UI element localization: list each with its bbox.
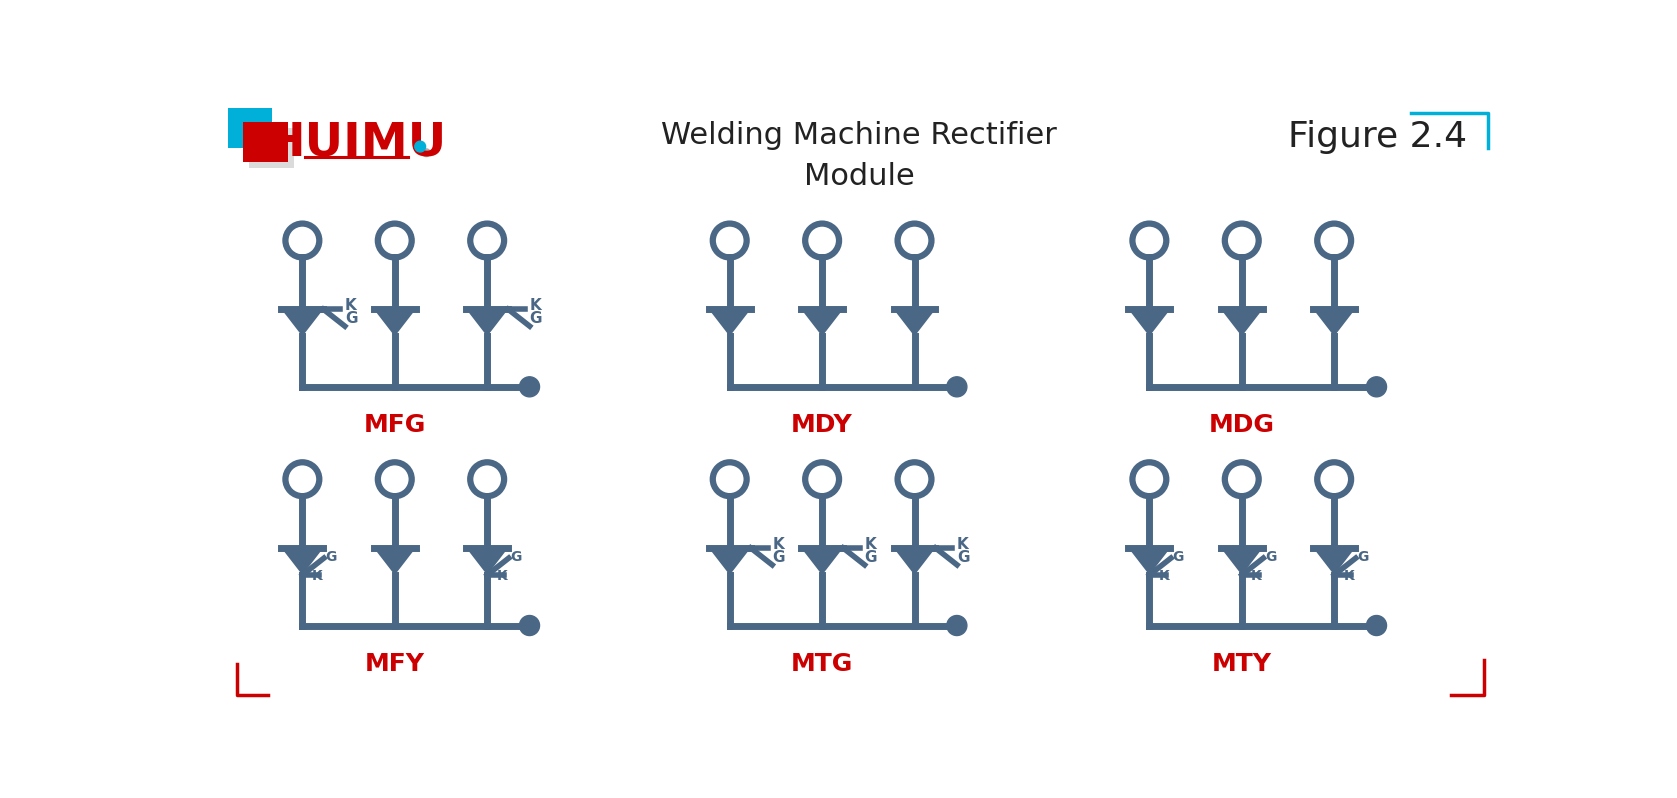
Text: Welding Machine Rectifier
Module: Welding Machine Rectifier Module [661,121,1057,191]
Text: K: K [345,298,357,313]
Text: G: G [1357,550,1368,564]
Circle shape [948,377,968,397]
Polygon shape [374,548,416,575]
Polygon shape [1129,548,1171,575]
Polygon shape [466,310,508,336]
Text: G: G [771,550,785,565]
Polygon shape [282,548,324,575]
Polygon shape [1313,548,1355,575]
Text: G: G [1172,550,1184,564]
Circle shape [1367,377,1387,397]
Circle shape [423,149,431,156]
Text: G: G [510,550,522,564]
Text: K: K [1251,569,1261,583]
Circle shape [520,615,540,635]
Text: G: G [958,550,969,565]
Text: G: G [865,550,877,565]
Text: MTY: MTY [1212,652,1271,676]
FancyBboxPatch shape [243,122,288,162]
Text: G: G [345,311,357,326]
Circle shape [520,377,540,397]
Text: K: K [312,569,322,583]
Polygon shape [374,310,416,336]
Circle shape [414,141,426,152]
Text: K: K [865,536,877,551]
Polygon shape [709,548,751,575]
Text: K: K [1343,569,1353,583]
Polygon shape [1313,310,1355,336]
Polygon shape [802,310,844,336]
Polygon shape [1221,548,1263,575]
Circle shape [1367,615,1387,635]
Text: MTG: MTG [792,652,854,676]
Text: G: G [530,311,542,326]
Text: MFY: MFY [366,652,424,676]
Text: K: K [958,536,969,551]
Text: K: K [1159,569,1169,583]
Polygon shape [1129,310,1171,336]
Polygon shape [709,310,751,336]
Polygon shape [466,548,508,575]
Text: MDY: MDY [792,413,854,437]
Polygon shape [1221,310,1263,336]
Polygon shape [802,548,844,575]
Text: K: K [530,298,542,313]
Text: G: G [325,550,337,564]
Polygon shape [894,548,936,575]
FancyBboxPatch shape [228,108,272,148]
Text: K: K [771,536,783,551]
Circle shape [948,615,968,635]
Text: MFG: MFG [364,413,426,437]
FancyBboxPatch shape [250,128,293,168]
Text: K: K [496,569,506,583]
Text: HUIMU: HUIMU [265,120,446,165]
Polygon shape [282,310,324,336]
Text: G: G [1264,550,1276,564]
Polygon shape [894,310,936,336]
Text: Figure 2.4: Figure 2.4 [1288,120,1467,153]
Text: MDG: MDG [1209,413,1275,437]
